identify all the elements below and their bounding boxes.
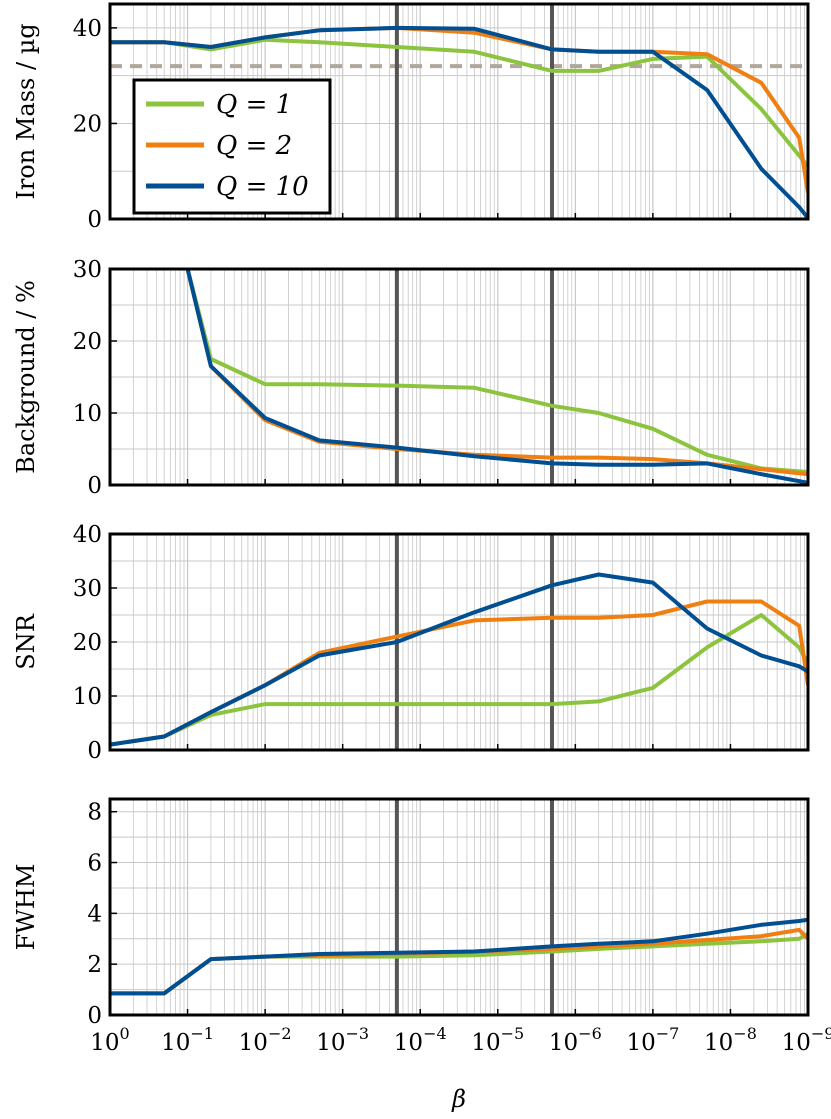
series-group: [110, 917, 808, 996]
legend-label-q1: Q = 1: [216, 90, 292, 120]
y-tick-label: 20: [73, 111, 102, 137]
x-tick-label: 10−1: [161, 1024, 214, 1056]
y-tick-label: 10: [73, 401, 102, 427]
y-tick-label: 30: [73, 257, 102, 283]
y-axis-label: Background / %: [12, 280, 40, 474]
x-tick-label: 10−6: [549, 1024, 602, 1056]
y-tick-label: 40: [73, 522, 102, 548]
y-tick-label: 0: [87, 1003, 102, 1029]
y-tick-label: 10: [73, 684, 102, 710]
series-line-q2: [110, 927, 808, 996]
x-tick-label: 10−5: [471, 1024, 524, 1056]
y-tick-label: 0: [87, 473, 102, 499]
panel-4: 0 2 4 6 8 FWHM: [12, 797, 810, 1029]
series-line-q1: [110, 613, 808, 747]
series-line-q1: [185, 269, 808, 474]
series-line-q10: [110, 572, 808, 747]
y-tick-label: 30: [73, 576, 102, 602]
plot-frame: [108, 267, 810, 487]
x-tick-label: 10−8: [704, 1024, 757, 1056]
y-tick-label: 0: [87, 207, 102, 233]
series-line-q1: [110, 37, 808, 168]
panel-3: 0 10 20 30 40 SNR: [12, 522, 810, 764]
panel-2: 0 10 20 30 Background / %: [12, 257, 810, 499]
plot-frame: [108, 797, 810, 1017]
grid: [109, 533, 808, 751]
y-tick-label: 2: [87, 952, 102, 978]
x-tick-label: 10−3: [316, 1024, 369, 1056]
series-line-q10: [185, 269, 808, 485]
grid: [109, 268, 808, 486]
legend-label-q2: Q = 2: [216, 131, 292, 161]
panel-1: 0 20 40 Iron Mass / µg Q = 1 Q = 2 Q = 10: [12, 2, 810, 233]
series-line-q10: [110, 25, 808, 219]
series-group: [185, 269, 808, 485]
y-tick-label: 6: [87, 851, 102, 877]
y-tick-label: 0: [87, 738, 102, 764]
x-tick-label: 10−4: [394, 1024, 447, 1056]
y-tick-label: 8: [87, 800, 102, 826]
x-axis-label: β: [451, 1085, 466, 1113]
x-tick-label: 100: [90, 1024, 129, 1056]
x-tick-label: 10−7: [626, 1024, 679, 1056]
x-tick-label: 10−9: [782, 1024, 831, 1056]
y-axis-label: SNR: [12, 613, 40, 669]
y-tick-label: 40: [73, 16, 102, 42]
y-axis-label: Iron Mass / µg: [12, 23, 40, 199]
x-tick-label: 10−2: [239, 1024, 292, 1056]
series-line-q10: [110, 917, 808, 996]
y-tick-label: 20: [73, 329, 102, 355]
series-group: [110, 25, 808, 219]
series-group: [110, 572, 808, 747]
grid: [109, 799, 808, 1016]
plot-frame: [108, 2, 810, 221]
legend: Q = 1 Q = 2 Q = 10: [132, 78, 332, 215]
y-axis-label: FWHM: [12, 864, 40, 951]
y-tick-label: 4: [87, 901, 102, 927]
legend-label-q10: Q = 10: [216, 172, 309, 202]
y-tick-label: 20: [73, 630, 102, 656]
series-line-q1: [110, 931, 808, 996]
x-axis: 100 10−1 10−2 10−3 10−4 10−5 10−6 10−7 10−8 10−9 β: [90, 1024, 831, 1113]
